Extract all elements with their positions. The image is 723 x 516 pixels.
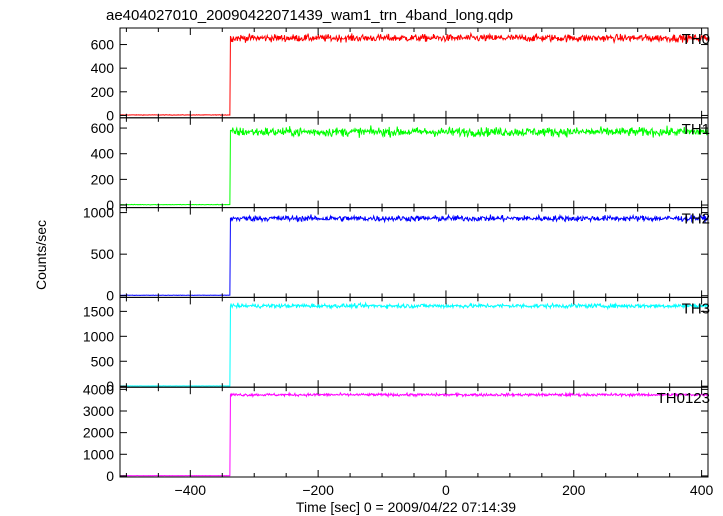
- x-tick-label: −200: [302, 482, 334, 498]
- y-tick-label: 0: [106, 197, 114, 213]
- panel-frame: [119, 27, 709, 119]
- y-tick-label: 600: [91, 120, 115, 136]
- series-line-th1: [119, 125, 709, 206]
- y-tick-label: 0: [106, 288, 114, 304]
- panel-label-th3: TH3: [682, 300, 710, 317]
- panel-frame: [119, 207, 709, 298]
- panel-label-th2: TH2: [682, 211, 710, 228]
- y-tick-label: 400: [91, 146, 115, 162]
- y-tick-label: 200: [91, 84, 115, 100]
- panels-group: 0 200 400 600 TH0 0 200 400 600 TH1 0 500 1000 TH2 0 50…: [83, 27, 710, 484]
- y-tick-label: 1000: [83, 328, 114, 344]
- y-tick-label: 500: [91, 353, 115, 369]
- panel-label-th1: TH1: [682, 121, 710, 138]
- chart-title: ae404027010_20090422071439_wam1_trn_4ban…: [106, 7, 513, 24]
- x-axis: −400 −200 0 200 400: [175, 482, 714, 498]
- series-line-th0123: [119, 391, 709, 477]
- y-tick-label: 1000: [83, 205, 114, 221]
- y-tick-label: 200: [91, 171, 115, 187]
- series-line-th2: [119, 213, 709, 297]
- series-line-th3: [120, 301, 709, 387]
- y-tick-label: 500: [91, 246, 115, 262]
- panel-th2: 0 500 1000 TH2: [83, 205, 710, 304]
- y-tick-label: 2000: [83, 425, 114, 441]
- panel-frame: [119, 296, 709, 388]
- y-axis-label: Counts/sec: [33, 220, 49, 290]
- panel-label-th0: TH0: [682, 31, 710, 48]
- y-tick-label: 400: [91, 60, 115, 76]
- y-tick-label: 4000: [83, 381, 114, 397]
- panel-label-th0123: TH0123: [657, 390, 710, 407]
- x-tick-label: 200: [562, 482, 586, 498]
- y-tick-label: 0: [106, 107, 114, 123]
- panel-th3: 0 500 1000 1500 TH3: [83, 296, 710, 394]
- y-tick-label: 600: [91, 37, 115, 53]
- panel-frame: [119, 386, 709, 478]
- y-tick-label: 1000: [83, 446, 114, 462]
- x-tick-label: −400: [175, 482, 207, 498]
- y-tick-label: 3000: [83, 403, 114, 419]
- x-tick-label: 0: [442, 482, 450, 498]
- x-axis-label: Time [sec] 0 = 2009/04/22 07:14:39: [296, 499, 516, 515]
- series-line-th0: [119, 31, 709, 116]
- panel-th0: 0 200 400 600 TH0: [91, 27, 710, 123]
- panel-th1: 0 200 400 600 TH1: [91, 117, 710, 213]
- x-tick-label: 400: [690, 482, 714, 498]
- y-tick-label: 0: [106, 468, 114, 484]
- y-tick-label: 1500: [83, 303, 114, 319]
- panel-th0123: 0 1000 2000 3000 4000 TH0123: [83, 381, 710, 484]
- y-tick-label: 0: [106, 378, 114, 394]
